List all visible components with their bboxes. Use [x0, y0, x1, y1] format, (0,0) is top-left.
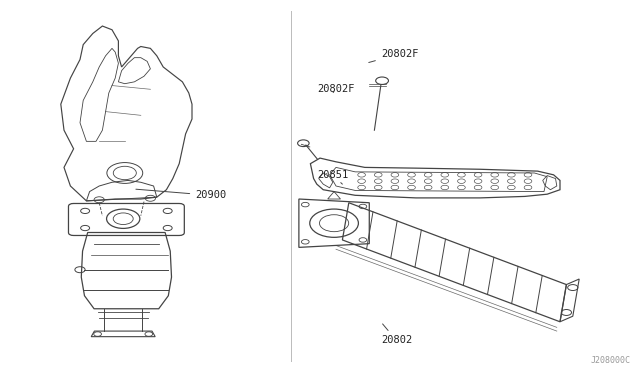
Text: 20802F: 20802F [369, 49, 419, 62]
Text: 20900: 20900 [136, 189, 227, 200]
Text: J208000C: J208000C [590, 356, 630, 365]
Text: 20851: 20851 [317, 170, 348, 184]
Text: 20802: 20802 [381, 324, 412, 345]
Text: 20802F: 20802F [317, 84, 355, 94]
